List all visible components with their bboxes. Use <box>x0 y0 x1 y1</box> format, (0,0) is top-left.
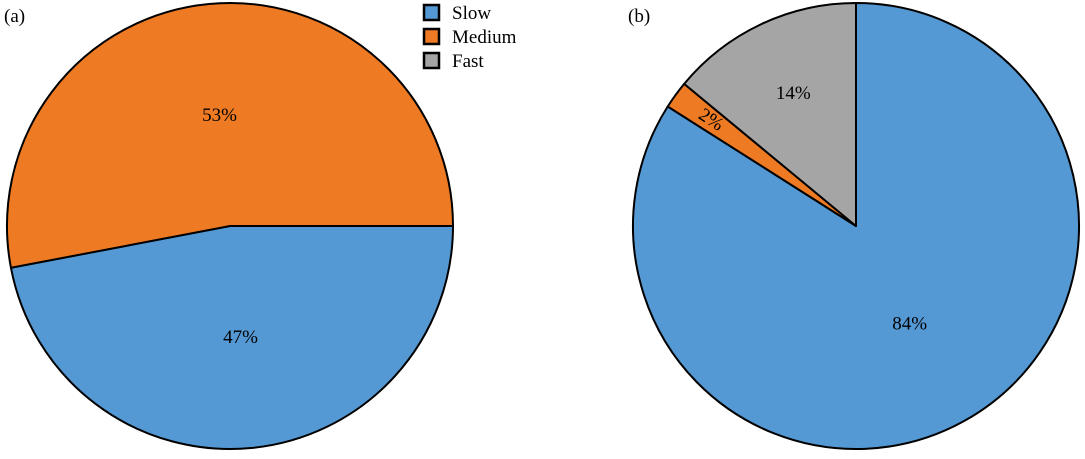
panel-label-b: (b) <box>628 6 650 27</box>
legend-swatch-fast <box>422 51 441 70</box>
legend: Slow Medium Fast <box>422 3 517 72</box>
slice-label-fast: 14% <box>776 83 811 104</box>
pie-b: 84%2%14% <box>632 2 1080 450</box>
legend-swatch-slow <box>422 3 441 22</box>
legend-swatch-medium <box>422 27 441 46</box>
pie-a: 47% 53% <box>6 2 454 450</box>
slice-label-medium: 53% <box>202 105 237 126</box>
pie-slice-slow <box>632 2 1080 450</box>
legend-label-medium: Medium <box>452 27 517 48</box>
legend-label-fast: Fast <box>452 51 484 72</box>
slice-label-slow: 84% <box>892 314 927 335</box>
pie-slice-fast <box>683 2 857 227</box>
legend-label-slow: Slow <box>452 3 491 24</box>
slice-label-slow: 47% <box>223 327 258 348</box>
pie-slice-slow <box>9 225 454 450</box>
panel-label-a: (a) <box>4 6 25 27</box>
pie-slice-medium <box>6 2 454 269</box>
